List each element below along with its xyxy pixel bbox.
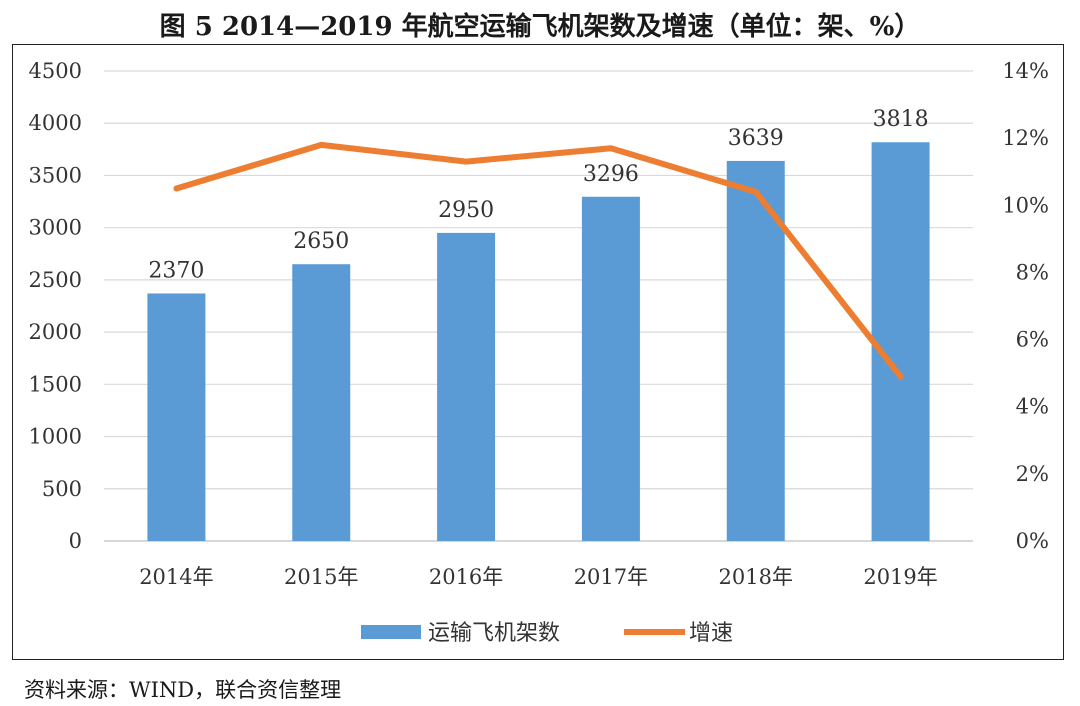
x-tick-label: 2017年	[574, 565, 648, 589]
bar	[726, 160, 785, 541]
y-tick-label: 1000	[29, 425, 82, 449]
y-tick-label: 2000	[29, 320, 82, 344]
x-tick-label: 2014年	[139, 565, 213, 589]
y-tick-label: 3000	[29, 216, 82, 240]
growth-line	[173, 141, 904, 380]
data-label: 2370	[148, 258, 204, 283]
y-tick-label: 4500	[29, 59, 82, 83]
x-tick-label: 2015年	[284, 565, 358, 589]
x-tick-label: 2018年	[719, 565, 793, 589]
y-tick-label: 1500	[29, 372, 82, 396]
y2-tick-label: 0%	[1016, 529, 1049, 553]
y2-tick-label: 4%	[1016, 395, 1049, 419]
chart-title: 图 5 2014—2019 年航空运输飞机架数及增速（单位：架、%）	[159, 12, 921, 42]
bar	[581, 196, 640, 542]
bar	[437, 232, 496, 541]
data-label: 2950	[438, 198, 494, 223]
legend-label-line: 增速	[689, 621, 733, 646]
data-label: 3639	[728, 126, 784, 151]
chart-frame: 0 500 1000 1500 2000 2500 3000 3500 4000 4500 0% 2%…	[12, 44, 1064, 660]
source-note: 资料来源：WIND，联合资信整理	[24, 678, 342, 702]
bar	[871, 142, 930, 541]
y2-tick-label: 2%	[1016, 462, 1049, 486]
legend-label-bars: 运输飞机架数	[428, 621, 560, 646]
bar	[147, 293, 206, 541]
y-tick-label: 3500	[29, 163, 82, 187]
data-label: 2650	[293, 229, 349, 254]
y2-tick-label: 8%	[1016, 260, 1049, 284]
y2-tick-label: 14%	[1002, 59, 1049, 83]
y-tick-label: 500	[42, 477, 82, 501]
y-tick-label: 2500	[29, 268, 82, 292]
x-tick-label: 2016年	[429, 565, 503, 589]
y2-tick-label: 12%	[1002, 126, 1049, 150]
y-tick-label: 0	[69, 529, 82, 553]
y-tick-label: 4000	[29, 111, 82, 135]
data-label: 3296	[583, 162, 639, 187]
y2-tick-label: 10%	[1002, 193, 1049, 217]
combo-chart: 0 500 1000 1500 2000 2500 3000 3500 4000 4500 0% 2%…	[29, 59, 1049, 646]
data-label: 3818	[873, 107, 929, 132]
y2-tick-label: 6%	[1016, 328, 1049, 352]
x-tick-label: 2019年	[863, 565, 937, 589]
legend-swatch-bars	[361, 625, 421, 639]
bar	[292, 264, 351, 541]
